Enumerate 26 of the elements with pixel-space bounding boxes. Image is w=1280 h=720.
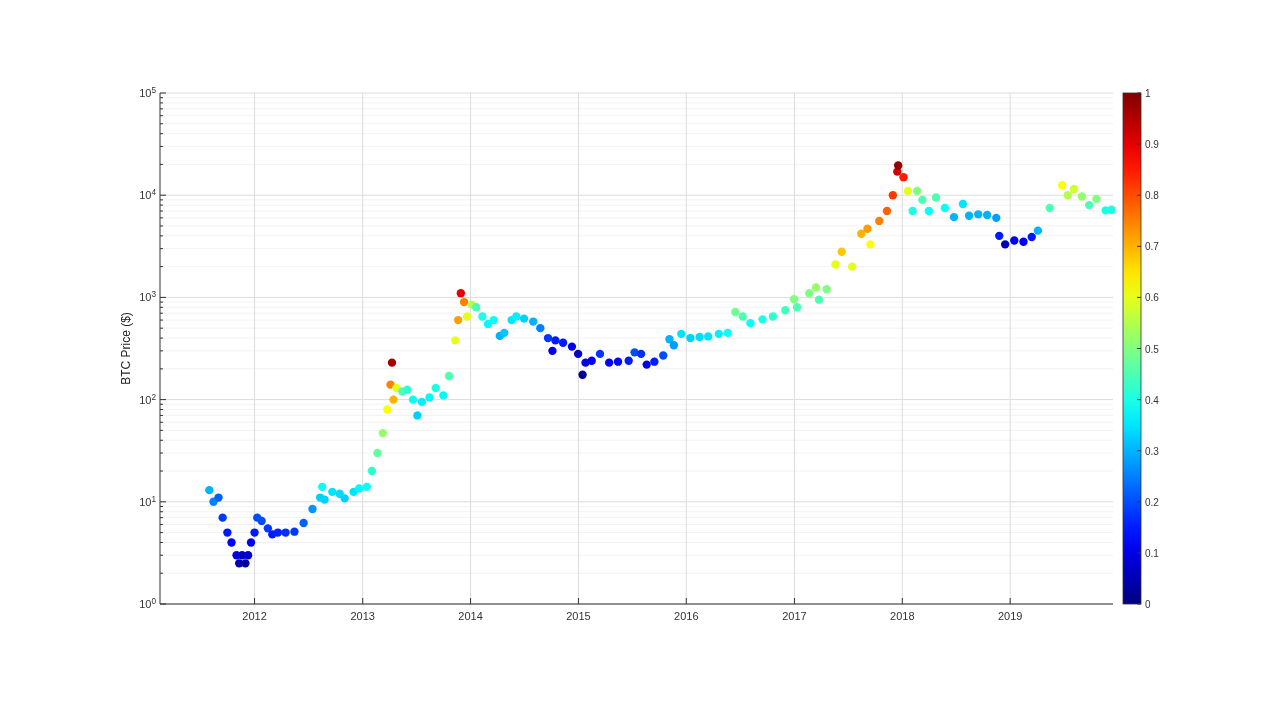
color-bar-label: 0.7 [1145,241,1160,253]
color-bar-label: 0.3 [1145,445,1160,457]
x-tick-label: 2014 [458,610,483,622]
x-tick-label: 2017 [782,610,807,622]
x-tick-label: 2018 [890,610,915,622]
y-tick-label: 10$^{3}$ [139,289,157,304]
color-bar-label: 0.2 [1145,496,1160,508]
y-tick-label: 10$^{1}$ [139,494,157,508]
x-tick-label: 2016 [674,610,699,622]
y-tick-label: 10$^{4}$ [139,187,157,202]
color-bar-label: 1 [1145,88,1151,99]
y-tick-label: 10$^{5}$ [139,85,157,99]
x-tick-label: 2015 [566,610,591,622]
color-bar-label: 0.5 [1145,343,1160,355]
x-tick-label: 2012 [242,610,267,622]
y-tick-label: 10$^{2}$ [139,392,157,406]
color-bar-label: 0.6 [1145,292,1160,304]
color-bar-label: 0.8 [1145,190,1160,202]
color-bar-label: 0.9 [1145,139,1160,151]
color-bar-label: 0.4 [1145,394,1160,406]
y-tick-label: 10$^{0}$ [139,596,157,610]
color-bar-label: 0 [1145,599,1151,610]
y-axis-title: BTC Price ($) [119,312,133,385]
x-tick-label: 2019 [997,610,1023,622]
color-bar-label: 0.1 [1145,547,1160,559]
x-tick-label: 2013 [350,610,375,622]
